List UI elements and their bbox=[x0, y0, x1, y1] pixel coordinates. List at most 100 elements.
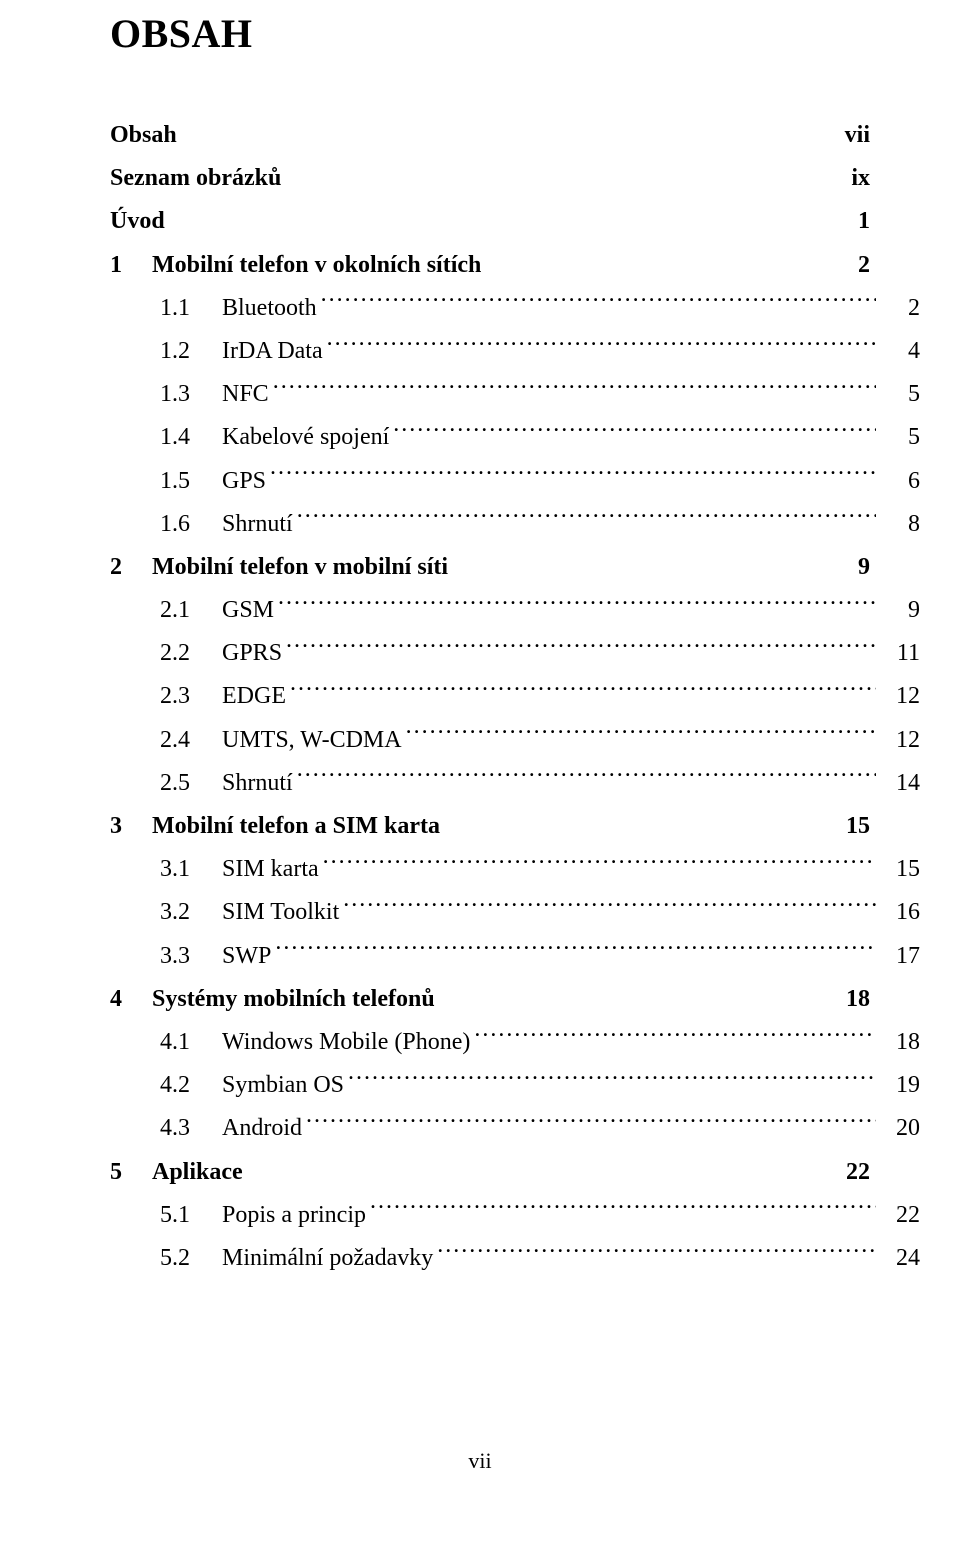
toc-entry-page: 5 bbox=[880, 419, 920, 456]
toc-leader-dots bbox=[406, 723, 876, 747]
toc-entry: 1.1Bluetooth 2 bbox=[110, 290, 920, 327]
toc-entry-label: IrDA Data bbox=[222, 333, 323, 370]
page-number-footer: vii bbox=[0, 1448, 960, 1474]
toc-entry-label: GSM bbox=[222, 592, 274, 629]
toc-leader-dots bbox=[370, 1198, 876, 1222]
toc-entry-page: 2 bbox=[830, 247, 870, 284]
toc-entry: 3.1SIM karta15 bbox=[110, 851, 920, 888]
toc-entry-label: SIM karta bbox=[222, 851, 319, 888]
toc-entry-number: 3.1 bbox=[160, 851, 222, 888]
toc-entry: 3.3SWP17 bbox=[110, 938, 920, 975]
toc-entry-page: 18 bbox=[880, 1024, 920, 1061]
toc-entry-page: 9 bbox=[880, 592, 920, 629]
toc-entry: 2.1GSM 9 bbox=[110, 592, 920, 629]
toc-entry-page: 19 bbox=[880, 1067, 920, 1104]
toc-entry-page: 15 bbox=[830, 808, 870, 845]
document-page: OBSAH ObsahviiSeznam obrázkůixÚvod11Mobi… bbox=[0, 0, 960, 1544]
toc-entry-number: 5.2 bbox=[160, 1240, 222, 1277]
toc-leader-dots bbox=[343, 895, 876, 919]
toc-leader-dots bbox=[321, 291, 876, 315]
toc-entry-page: 11 bbox=[880, 635, 920, 672]
toc-entry-number: 5 bbox=[110, 1154, 152, 1191]
toc-entry-page: 12 bbox=[880, 678, 920, 715]
toc-leader-dots bbox=[393, 420, 876, 444]
toc-entry-page: 8 bbox=[880, 506, 920, 543]
toc-entry-label: SWP bbox=[222, 938, 271, 975]
toc-entry-label: GPRS bbox=[222, 635, 282, 672]
toc-entry-page: 22 bbox=[880, 1197, 920, 1234]
toc-entry: 1.5GPS6 bbox=[110, 463, 920, 500]
toc-entry: 3Mobilní telefon a SIM karta15 bbox=[110, 808, 870, 845]
toc-entry-label: Popis a princip bbox=[222, 1197, 366, 1234]
toc-entry-page: 12 bbox=[880, 722, 920, 759]
toc-entry-number: 2 bbox=[110, 549, 152, 586]
toc-entry-label: Seznam obrázků bbox=[110, 160, 281, 197]
toc-entry-label: Kabelové spojení bbox=[222, 419, 389, 456]
toc-entry-number: 2.1 bbox=[160, 592, 222, 629]
toc-entry: 2Mobilní telefon v mobilní síti 9 bbox=[110, 549, 870, 586]
toc-entry: 4.1Windows Mobile (Phone)18 bbox=[110, 1024, 920, 1061]
toc-entry-page: 1 bbox=[830, 203, 870, 240]
toc-entry-page: 20 bbox=[880, 1110, 920, 1147]
toc-entry-page: 9 bbox=[830, 549, 870, 586]
toc-entry-label: Bluetooth bbox=[222, 290, 317, 327]
toc-entry-page: 2 bbox=[880, 290, 920, 327]
toc-leader-dots bbox=[285, 161, 826, 185]
toc-entry-label: Systémy mobilních telefonů bbox=[152, 981, 435, 1018]
toc-leader-dots bbox=[247, 1155, 826, 1179]
toc-entry: 1Mobilní telefon v okolních sítích2 bbox=[110, 247, 870, 284]
toc-entry-label: UMTS, W-CDMA bbox=[222, 722, 402, 759]
toc-entry: 4.3Android20 bbox=[110, 1110, 920, 1147]
toc-leader-dots bbox=[439, 982, 826, 1006]
toc-entry-page: 16 bbox=[880, 894, 920, 931]
toc-entry-number: 2.4 bbox=[160, 722, 222, 759]
toc-leader-dots bbox=[181, 118, 826, 142]
toc-leader-dots bbox=[286, 636, 876, 660]
toc-entry-page: 22 bbox=[830, 1154, 870, 1191]
toc-entry-number: 5.1 bbox=[160, 1197, 222, 1234]
toc-leader-dots bbox=[444, 809, 826, 833]
toc-entry: 5.1Popis a princip 22 bbox=[110, 1197, 920, 1234]
toc-entry-number: 3 bbox=[110, 808, 152, 845]
toc-entry-label: Aplikace bbox=[152, 1154, 243, 1191]
toc-entry: Obsah vii bbox=[110, 117, 870, 154]
toc-entry-page: 18 bbox=[830, 981, 870, 1018]
toc-entry-page: 5 bbox=[880, 376, 920, 413]
page-title: OBSAH bbox=[110, 10, 870, 57]
toc-entry-page: 14 bbox=[880, 765, 920, 802]
toc-leader-dots bbox=[169, 204, 826, 228]
toc-leader-dots bbox=[297, 507, 876, 531]
toc-entry-label: NFC bbox=[222, 376, 269, 413]
toc-entry-label: Shrnutí bbox=[222, 506, 293, 543]
toc-leader-dots bbox=[485, 248, 826, 272]
toc-entry: 4Systémy mobilních telefonů18 bbox=[110, 981, 870, 1018]
toc-entry-number: 3.3 bbox=[160, 938, 222, 975]
toc-entry-label: Minimální požadavky bbox=[222, 1240, 433, 1277]
toc-entry: 4.2Symbian OS19 bbox=[110, 1067, 920, 1104]
toc-entry-number: 1.3 bbox=[160, 376, 222, 413]
toc-leader-dots bbox=[278, 593, 876, 617]
toc-entry-page: 6 bbox=[880, 463, 920, 500]
toc-entry-label: Symbian OS bbox=[222, 1067, 344, 1104]
toc-leader-dots bbox=[323, 852, 876, 876]
toc-entry: 5Aplikace 22 bbox=[110, 1154, 870, 1191]
toc-entry-number: 1.6 bbox=[160, 506, 222, 543]
toc-entry-number: 1.5 bbox=[160, 463, 222, 500]
toc-entry: 2.5Shrnutí14 bbox=[110, 765, 920, 802]
toc-entry-label: Shrnutí bbox=[222, 765, 293, 802]
toc-entry-label: Úvod bbox=[110, 203, 165, 240]
toc-entry: 5.2Minimální požadavky24 bbox=[110, 1240, 920, 1277]
toc-entry-label: Obsah bbox=[110, 117, 177, 154]
toc-entry: 2.3EDGE12 bbox=[110, 678, 920, 715]
toc-entry-page: vii bbox=[830, 117, 870, 154]
toc-entry: 1.4Kabelové spojení 5 bbox=[110, 419, 920, 456]
toc-entry-label: Mobilní telefon v mobilní síti bbox=[152, 549, 448, 586]
toc-entry-number: 4.3 bbox=[160, 1110, 222, 1147]
toc-leader-dots bbox=[452, 550, 826, 574]
toc-entry: 3.2SIM Toolkit16 bbox=[110, 894, 920, 931]
toc-entry: 1.3NFC 5 bbox=[110, 376, 920, 413]
toc-entry-number: 1.4 bbox=[160, 419, 222, 456]
toc-entry-number: 1.1 bbox=[160, 290, 222, 327]
toc-entry: 2.2GPRS11 bbox=[110, 635, 920, 672]
toc-entry-number: 1 bbox=[110, 247, 152, 284]
